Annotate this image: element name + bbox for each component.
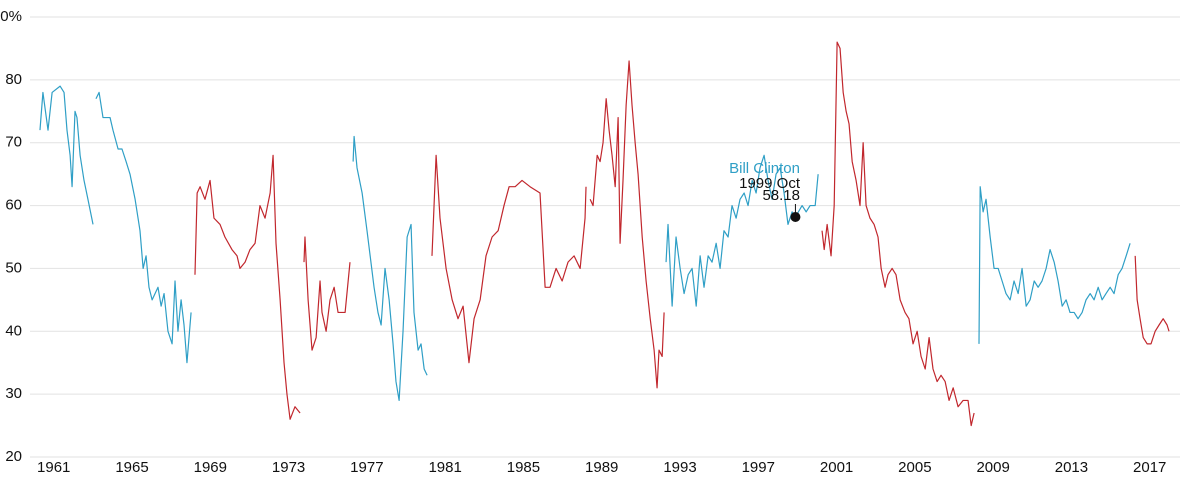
x-tick-label: 1961 <box>37 459 70 476</box>
series-line <box>39 85 94 225</box>
hover-point <box>790 212 801 223</box>
x-tick-label: 2001 <box>820 459 853 476</box>
series-line <box>589 60 665 389</box>
x-tick-label: 1977 <box>350 459 383 476</box>
series-line <box>821 41 975 427</box>
series-line <box>303 236 351 351</box>
x-tick-label: 1981 <box>428 459 461 476</box>
y-tick-label: 20 <box>5 448 22 465</box>
series-line <box>95 91 192 364</box>
x-tick-label: 1997 <box>742 459 775 476</box>
series-line <box>1134 255 1170 345</box>
series-line <box>431 154 587 364</box>
tooltip-date: 1999 Oct <box>739 175 801 192</box>
y-tick-label: 50 <box>5 259 22 276</box>
x-tick-label: 1989 <box>585 459 618 476</box>
y-tick-label: 60 <box>5 197 22 214</box>
y-tick-label: 90% <box>0 8 22 25</box>
tooltip-value: 58.18 <box>762 187 800 204</box>
x-tick-label: 2013 <box>1055 459 1088 476</box>
y-tick-label: 30 <box>5 385 22 402</box>
x-tick-label: 2017 <box>1133 459 1166 476</box>
y-tick-label: 80 <box>5 71 22 88</box>
series-line <box>194 154 301 420</box>
y-tick-label: 70 <box>5 134 22 151</box>
x-tick-label: 1965 <box>115 459 148 476</box>
grid <box>30 16 1180 458</box>
series-line <box>978 186 1131 344</box>
x-tick-label: 2005 <box>898 459 931 476</box>
tooltip-series-name: Bill Clinton <box>729 160 800 177</box>
tooltip: Bill Clinton 1999 Oct 58.18 <box>729 160 801 223</box>
y-tick-label: 40 <box>5 322 22 339</box>
x-tick-label: 2009 <box>976 459 1009 476</box>
x-tick-label: 1973 <box>272 459 305 476</box>
series-line <box>352 135 428 402</box>
axis-labels: 20 30 40 50 60 70 80 90% 1961 1965 1969 1973 1977 198… <box>0 8 1166 476</box>
x-tick-label: 1969 <box>194 459 227 476</box>
x-tick-label: 1985 <box>507 459 540 476</box>
x-tick-label: 1993 <box>663 459 696 476</box>
lines <box>39 41 1170 427</box>
